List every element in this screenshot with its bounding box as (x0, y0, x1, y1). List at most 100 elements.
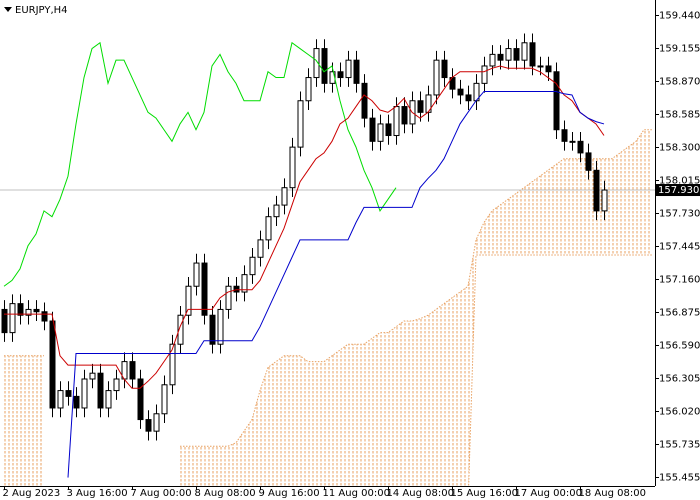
candle-body (441, 59, 448, 79)
candle-body (369, 117, 376, 142)
candle-body (513, 48, 520, 61)
y-tick-label: 158.015 (659, 176, 700, 187)
candle-body (105, 390, 112, 409)
x-tick-label: 7 Aug 00:00 (131, 488, 192, 499)
candle-body (25, 308, 32, 316)
candle-body (457, 88, 464, 96)
y-tick-label: 158.300 (659, 143, 700, 154)
candle-body (305, 77, 312, 102)
y-tick-label: 156.020 (659, 407, 700, 418)
candle-body (1, 308, 8, 334)
candle-body (81, 378, 88, 409)
y-tick-label: 156.875 (659, 308, 700, 319)
candle-body (377, 123, 384, 142)
candle-body (225, 285, 232, 310)
cloud-span-a (4, 129, 652, 447)
candle-body (361, 82, 368, 119)
candle-body (289, 146, 296, 189)
candle-body (345, 59, 352, 79)
candle-body (297, 100, 304, 148)
candle-body (465, 94, 472, 102)
x-tick-label: 9 Aug 16:00 (259, 488, 320, 499)
x-tick-label: 14 Aug 08:00 (387, 488, 454, 499)
chart-title: EURJPY,H4 (15, 5, 68, 16)
candle-body (273, 204, 280, 218)
candle-body (33, 308, 40, 313)
candle-body (537, 65, 544, 68)
candle-body (113, 378, 120, 392)
candle-body (97, 372, 104, 409)
x-tick-label: 17 Aug 00:00 (515, 488, 582, 499)
candle-body (337, 71, 344, 79)
x-tick-label: 15 Aug 16:00 (451, 488, 518, 499)
candle-body (553, 71, 560, 131)
candle-body (137, 378, 144, 421)
candle-body (241, 274, 248, 293)
candle-body (169, 343, 176, 386)
candle-body (89, 372, 96, 380)
candle-body (161, 384, 168, 415)
candle-body (489, 53, 496, 67)
y-tick-label: 157.445 (659, 242, 700, 253)
candle-body (73, 395, 80, 409)
candle-body (569, 140, 576, 143)
y-tick-label: 155.455 (659, 473, 700, 484)
candle-body (65, 390, 72, 397)
candle-body (393, 106, 400, 137)
candle-body (209, 314, 216, 345)
plot-area (0, 33, 655, 486)
y-tick-label: 156.590 (659, 341, 700, 352)
candle-body (521, 42, 528, 61)
candle-body (529, 42, 536, 67)
candle-body (313, 48, 320, 79)
candle-body (433, 59, 440, 96)
candle-body (185, 285, 192, 316)
y-tick-label: 157.160 (659, 275, 700, 286)
candle-body (385, 123, 392, 137)
candle-body (201, 262, 208, 316)
y-tick-label: 159.155 (659, 44, 700, 55)
symbol-menu-icon[interactable] (4, 7, 12, 12)
candle-body (601, 189, 608, 212)
last-price-box (656, 184, 700, 197)
candle-body (481, 65, 488, 84)
candle-body (593, 169, 600, 212)
candle-body (41, 311, 48, 322)
y-tick-label: 158.585 (659, 110, 700, 121)
candle-body (17, 303, 24, 316)
candle-body (577, 140, 584, 154)
last-price-label: 157.930 (658, 185, 699, 196)
candle-body (49, 320, 56, 409)
candle-body (561, 129, 568, 142)
y-tick-label: 159.440 (659, 11, 700, 22)
candle-body (281, 187, 288, 206)
candle-body (233, 285, 240, 293)
candle-body (145, 419, 152, 432)
candle-body (265, 216, 272, 241)
x-tick-label: 8 Aug 08:00 (195, 488, 256, 499)
candle-body (257, 239, 264, 258)
y-tick-label: 155.735 (659, 440, 700, 451)
candle-body (401, 106, 408, 125)
candle-body (153, 413, 160, 432)
candle-body (497, 53, 504, 61)
candle-body (9, 303, 16, 334)
ichimoku-cloud (4, 129, 652, 486)
candle-body (129, 361, 136, 380)
x-tick-label: 3 Aug 16:00 (67, 488, 128, 499)
candle-body (217, 308, 224, 345)
candle-body (57, 390, 64, 409)
candle-body (585, 152, 592, 171)
candle-body (249, 256, 256, 276)
y-tick-label: 157.730 (659, 209, 700, 220)
candle-body (417, 100, 424, 113)
candle-body (193, 262, 200, 287)
y-tick-label: 156.305 (659, 374, 700, 385)
candle-body (545, 65, 552, 73)
indicator-line (3, 41, 397, 287)
candle-body (353, 59, 360, 84)
x-tick-label: 18 Aug 08:00 (579, 488, 646, 499)
candle-body (505, 48, 512, 61)
x-tick-label: 2 Aug 2023 (3, 488, 61, 499)
